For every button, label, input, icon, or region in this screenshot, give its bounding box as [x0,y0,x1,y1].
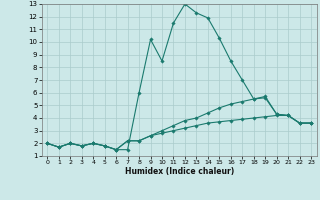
X-axis label: Humidex (Indice chaleur): Humidex (Indice chaleur) [124,167,234,176]
